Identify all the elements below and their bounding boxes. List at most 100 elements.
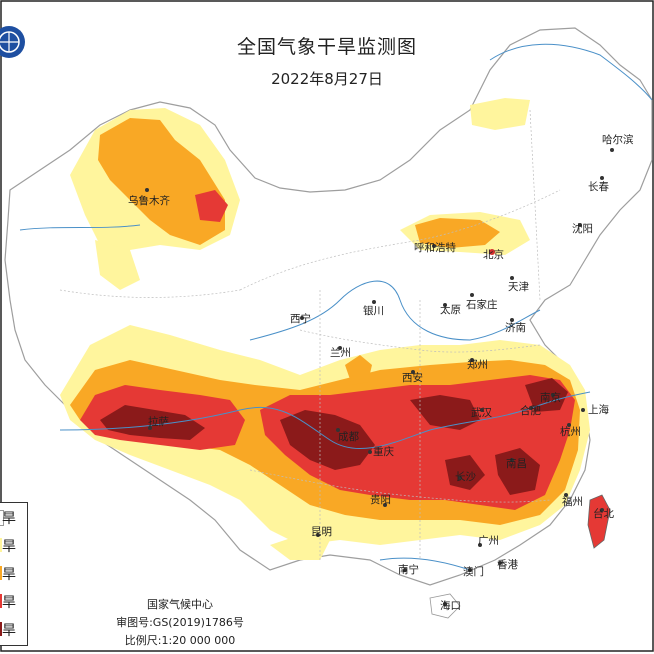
svg-text:南宁: 南宁 xyxy=(398,563,419,576)
city-lanzhou: 兰州 xyxy=(330,346,351,359)
extreme-zone-hunan xyxy=(445,455,485,490)
city-guiyang: 贵阳 xyxy=(370,493,391,507)
city-hongkong: 香港 xyxy=(497,559,518,571)
city-haikou: 海口 xyxy=(440,599,461,612)
svg-text:上海: 上海 xyxy=(588,403,609,416)
amur-river xyxy=(489,43,653,101)
map-title: 全国气象干旱监测图 xyxy=(236,36,417,58)
extreme-zone-anhui xyxy=(525,378,568,412)
svg-text:合肥: 合肥 xyxy=(520,404,541,417)
svg-text:呼和浩特: 呼和浩特 xyxy=(414,242,456,254)
city-zhengzhou: 郑州 xyxy=(467,358,488,371)
svg-text:广州: 广州 xyxy=(478,535,499,547)
legend-label-severe: 旱 xyxy=(2,595,16,611)
svg-text:石家庄: 石家庄 xyxy=(466,298,498,311)
svg-text:哈尔滨: 哈尔滨 xyxy=(602,133,634,146)
city-fuzhou: 福州 xyxy=(562,493,583,508)
city-shenyang: 沈阳 xyxy=(572,222,593,235)
city-taiyuan: 太原 xyxy=(440,303,461,316)
city-labels: 哈尔滨 长春 沈阳 乌鲁木齐 呼和浩特 北京 天津 石家庄 太原 济南 银川 西… xyxy=(128,133,634,612)
city-shijiazhuang: 石家庄 xyxy=(466,293,498,311)
city-yinchuan: 银川 xyxy=(363,300,384,317)
city-jinan: 济南 xyxy=(505,318,526,334)
city-beijing: 北京 xyxy=(483,248,504,261)
city-xian: 西安 xyxy=(402,370,423,384)
svg-text:拉萨: 拉萨 xyxy=(148,415,169,428)
legend-item-extreme: 旱 xyxy=(0,617,27,643)
severe-zone-taiwan xyxy=(588,495,610,548)
legend-label-extreme: 旱 xyxy=(2,623,16,639)
svg-text:澳门: 澳门 xyxy=(463,565,484,578)
legend-swatch-light xyxy=(0,538,2,552)
city-chongqing: 重庆 xyxy=(368,445,394,458)
legend-item-moderate: 旱 xyxy=(0,561,27,587)
city-urumqi: 乌鲁木齐 xyxy=(128,188,170,207)
taiwan-outline xyxy=(587,494,611,549)
severe-zone-xinjiang-spot xyxy=(195,190,228,222)
legend-swatch-severe xyxy=(0,594,2,608)
pearl-river xyxy=(379,557,471,571)
map-scale: 比例尺:1:20 000 000 xyxy=(124,634,236,647)
svg-text:南昌: 南昌 xyxy=(506,457,527,470)
legend-item-none: 旱 xyxy=(0,505,27,531)
extreme-drought-zones xyxy=(100,378,568,495)
city-xining: 西宁 xyxy=(290,312,311,325)
city-shanghai: 上海 xyxy=(581,403,609,416)
city-macau: 澳门 xyxy=(463,565,484,578)
svg-text:兰州: 兰州 xyxy=(330,346,351,359)
map-date: 2022年8月27日 xyxy=(271,70,383,88)
review-number: 审图号:GS(2019)1786号 xyxy=(116,616,244,629)
moderate-zone-hohhot xyxy=(415,218,500,248)
svg-text:长沙: 长沙 xyxy=(455,471,476,483)
yellow-river xyxy=(249,280,541,341)
legend-label-moderate: 旱 xyxy=(2,567,16,583)
svg-text:乌鲁木齐: 乌鲁木齐 xyxy=(128,194,170,207)
severe-zone-yangtze xyxy=(260,375,575,510)
svg-text:贵阳: 贵阳 xyxy=(370,493,391,506)
city-kunming: 昆明 xyxy=(311,526,332,538)
svg-text:台北: 台北 xyxy=(593,507,614,520)
svg-text:太原: 太原 xyxy=(440,303,461,316)
legend-swatch-moderate xyxy=(0,566,2,580)
city-chengdu: 成都 xyxy=(336,428,359,443)
cma-logo xyxy=(0,26,25,58)
light-zone-taklamakan xyxy=(95,240,140,290)
tarim-river xyxy=(19,224,141,231)
city-changsha: 长沙 xyxy=(455,471,476,483)
agency-name: 国家气候中心 xyxy=(147,598,213,611)
city-lhasa: 拉萨 xyxy=(148,415,169,430)
moderate-zone-lanzhou xyxy=(345,355,372,385)
svg-text:福州: 福州 xyxy=(562,495,583,508)
svg-text:杭州: 杭州 xyxy=(560,425,581,438)
legend-swatch-extreme xyxy=(0,622,2,636)
svg-text:银川: 银川 xyxy=(363,304,384,317)
city-taipei: 台北 xyxy=(593,507,614,520)
city-wuhan: 武汉 xyxy=(471,406,492,419)
light-zone-yunnan-south xyxy=(270,535,330,560)
city-hefei: 合肥 xyxy=(520,404,541,417)
yangtze-river xyxy=(59,391,591,449)
svg-text:沈阳: 沈阳 xyxy=(572,222,593,235)
svg-text:武汉: 武汉 xyxy=(471,406,492,419)
svg-text:西宁: 西宁 xyxy=(290,312,311,325)
city-guangzhou: 广州 xyxy=(478,535,499,547)
extreme-zone-hubei xyxy=(410,395,480,430)
city-harbin: 哈尔滨 xyxy=(602,133,634,152)
border-xinjiang-tibet xyxy=(59,289,241,298)
moderate-zone-xinjiang xyxy=(98,118,225,245)
svg-text:海口: 海口 xyxy=(440,599,461,612)
svg-text:西安: 西安 xyxy=(402,371,423,384)
svg-text:北京: 北京 xyxy=(483,248,504,261)
legend-label-none: 旱 xyxy=(2,511,16,527)
svg-text:昆明: 昆明 xyxy=(311,526,332,538)
city-nanchang: 南昌 xyxy=(506,457,527,470)
city-nanning: 南宁 xyxy=(398,563,419,576)
svg-text:济南: 济南 xyxy=(505,321,526,334)
city-hangzhou: 杭州 xyxy=(560,423,581,438)
svg-text:郑州: 郑州 xyxy=(467,358,488,371)
extreme-zone-tibet xyxy=(100,405,205,440)
svg-text:香港: 香港 xyxy=(497,559,518,571)
